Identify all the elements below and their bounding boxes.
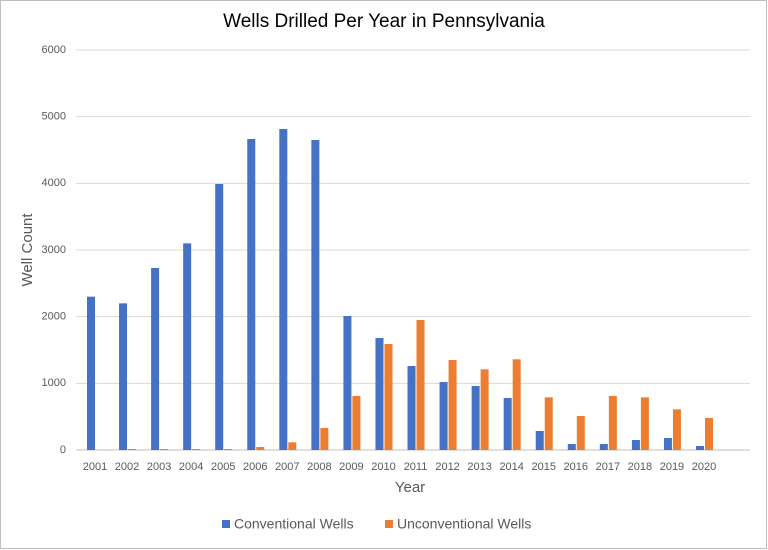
bar (151, 268, 160, 450)
bar (279, 129, 288, 450)
bar (407, 366, 416, 450)
bar (160, 449, 169, 450)
bar (599, 444, 608, 450)
bar (448, 360, 457, 450)
bar (640, 397, 649, 450)
y-axis-title: Well Count (19, 213, 36, 287)
bar (672, 409, 681, 450)
bar (631, 440, 640, 450)
bar (375, 338, 384, 450)
bar (535, 431, 544, 450)
x-tick-label: 2001 (83, 461, 107, 473)
bar (544, 397, 553, 450)
x-tick-label: 2019 (660, 461, 684, 473)
bar (256, 447, 265, 450)
x-axis-title: Year (395, 479, 425, 496)
bar (183, 243, 192, 450)
x-tick-label: 2004 (179, 461, 203, 473)
bar (576, 416, 585, 450)
bar (247, 139, 256, 450)
bar (311, 140, 320, 450)
bar (696, 446, 704, 450)
bar (119, 303, 128, 450)
bar (352, 396, 361, 450)
bar (87, 296, 95, 450)
bar (288, 442, 297, 450)
y-tick-label: 4000 (42, 177, 66, 189)
bar (471, 386, 480, 450)
bar (663, 438, 672, 450)
x-tick-label: 2020 (692, 461, 716, 473)
bar (567, 444, 576, 450)
y-tick-label: 1000 (42, 377, 66, 389)
bar (320, 428, 329, 450)
y-tick-label: 3000 (42, 244, 66, 256)
bar (384, 344, 393, 450)
x-tick-label: 2015 (531, 461, 555, 473)
x-tick-label: 2017 (596, 461, 620, 473)
x-tick-label: 2012 (435, 461, 459, 473)
x-tick-label: 2011 (404, 461, 428, 473)
x-tick-label: 2003 (147, 461, 171, 473)
x-tick-label: 2002 (115, 461, 139, 473)
x-tick-label: 2018 (628, 461, 652, 473)
legend-label: Unconventional Wells (397, 516, 531, 532)
bar (503, 398, 512, 450)
legend-swatch (385, 520, 393, 528)
x-tick-label: 2005 (211, 461, 235, 473)
bar (192, 449, 201, 450)
bar (512, 359, 521, 450)
x-tick-label: 2016 (564, 461, 588, 473)
y-tick-label: 5000 (42, 111, 66, 123)
bar (224, 449, 233, 450)
bar (705, 418, 713, 450)
bar (343, 316, 352, 450)
x-tick-label: 2006 (243, 461, 267, 473)
x-tick-label: 2007 (275, 461, 299, 473)
bar (128, 449, 137, 450)
y-tick-label: 0 (60, 444, 66, 456)
x-tick-label: 2010 (371, 461, 395, 473)
x-tick-label: 2009 (339, 461, 363, 473)
legend-swatch (222, 520, 230, 528)
bar (416, 320, 425, 450)
x-tick-label: 2013 (467, 461, 491, 473)
y-tick-label: 6000 (42, 44, 66, 56)
x-tick-label: 2014 (499, 461, 523, 473)
bar (439, 382, 448, 450)
bar (608, 396, 617, 450)
x-tick-label: 2008 (307, 461, 331, 473)
y-tick-label: 2000 (42, 311, 66, 323)
chart-title: Wells Drilled Per Year in Pennsylvania (223, 11, 545, 32)
bar (480, 369, 489, 450)
bar (215, 184, 224, 450)
legend-label: Conventional Wells (234, 516, 354, 532)
